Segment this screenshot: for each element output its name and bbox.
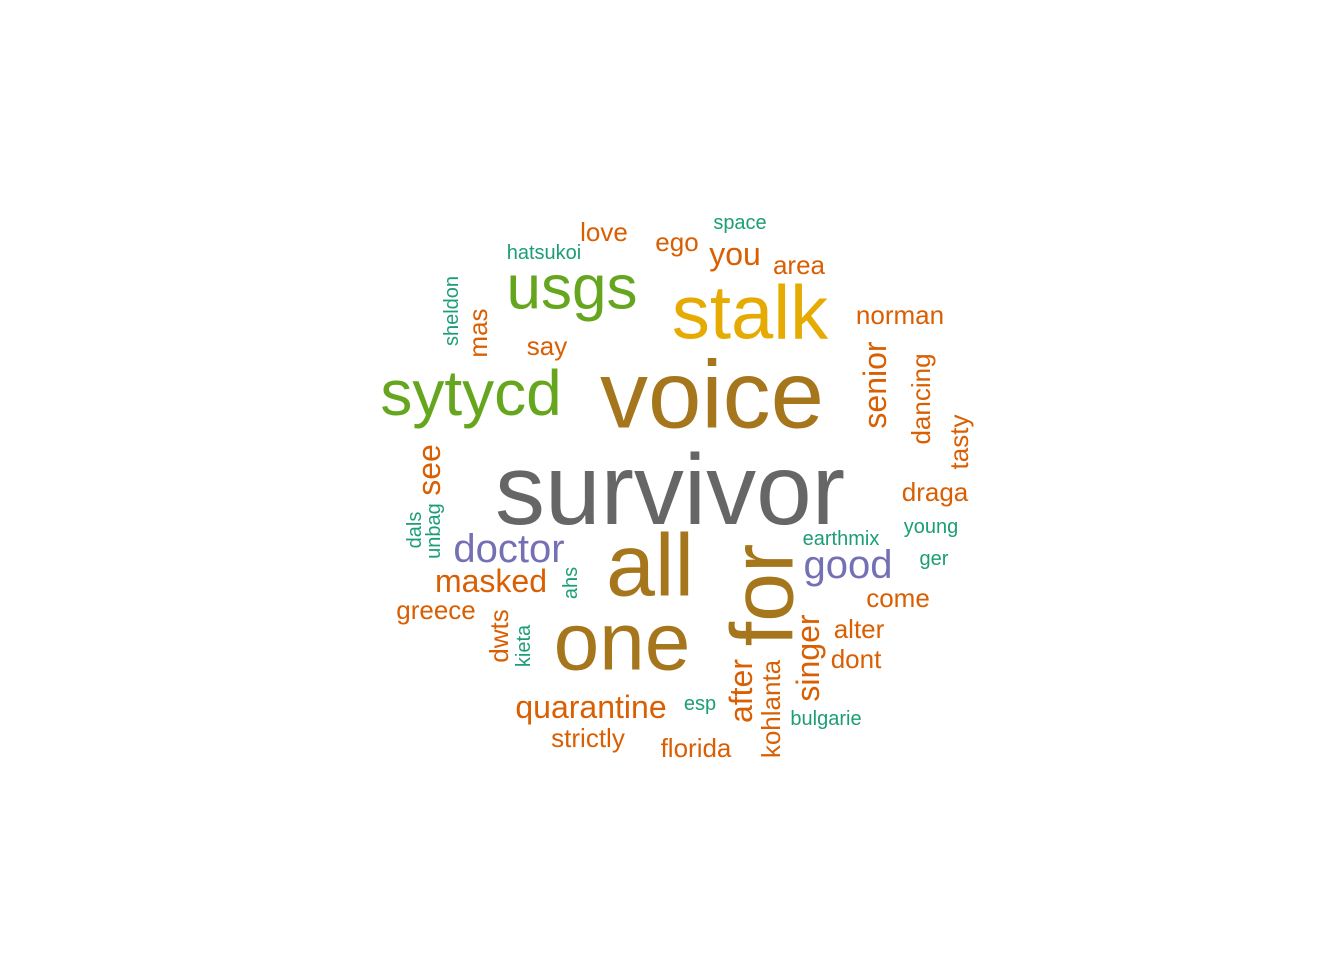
word-alter: alter [834, 614, 885, 644]
word-ego: ego [655, 227, 698, 257]
word-strictly: strictly [551, 723, 625, 753]
word-tasty: tasty [944, 415, 974, 470]
word-voice: voice [600, 342, 824, 449]
word-earthmix: earthmix [803, 528, 880, 550]
word-area: area [773, 250, 826, 280]
word-mas: mas [463, 308, 493, 357]
word-space: space [713, 212, 766, 234]
word-quarantine: quarantine [515, 689, 666, 725]
word-dancing: dancing [906, 353, 936, 444]
word-dont: dont [831, 644, 882, 674]
word-all: all [606, 516, 694, 615]
word-draga: draga [902, 477, 969, 507]
word-see: see [411, 444, 447, 496]
word-bulgarie: bulgarie [790, 708, 861, 730]
word-stalk: stalk [672, 271, 829, 356]
word-ahs: ahs [560, 567, 582, 599]
word-young: young [904, 516, 959, 538]
word-dals: dals [404, 512, 426, 549]
word-survivor: survivor [495, 434, 845, 546]
word-esp: esp [684, 693, 716, 715]
word-greece: greece [396, 595, 476, 625]
word-come: come [866, 583, 930, 613]
word-senior: senior [857, 341, 893, 429]
word-masked: masked [435, 563, 547, 599]
word-norman: norman [856, 300, 944, 330]
word-sheldon: sheldon [441, 276, 463, 346]
word-you: you [709, 236, 761, 272]
word-say: say [527, 331, 567, 361]
word-one: one [554, 597, 691, 688]
word-dwts: dwts [484, 609, 514, 662]
word-florida: florida [661, 733, 732, 763]
word-singer: singer [790, 614, 826, 702]
word-after: after [723, 659, 759, 723]
word-kohlanta: kohlanta [756, 659, 786, 758]
word-unbag: unbag [423, 503, 445, 559]
word-usgs: usgs [507, 254, 638, 323]
word-for: for [713, 544, 812, 647]
word-good: good [804, 543, 893, 587]
word-sytycd: sytycd [380, 357, 561, 429]
word-doctor: doctor [453, 527, 564, 571]
word-love: love [580, 217, 628, 247]
word-hatsukoi: hatsukoi [507, 242, 582, 264]
word-kieta: kieta [513, 624, 535, 667]
word-ger: ger [920, 548, 949, 570]
